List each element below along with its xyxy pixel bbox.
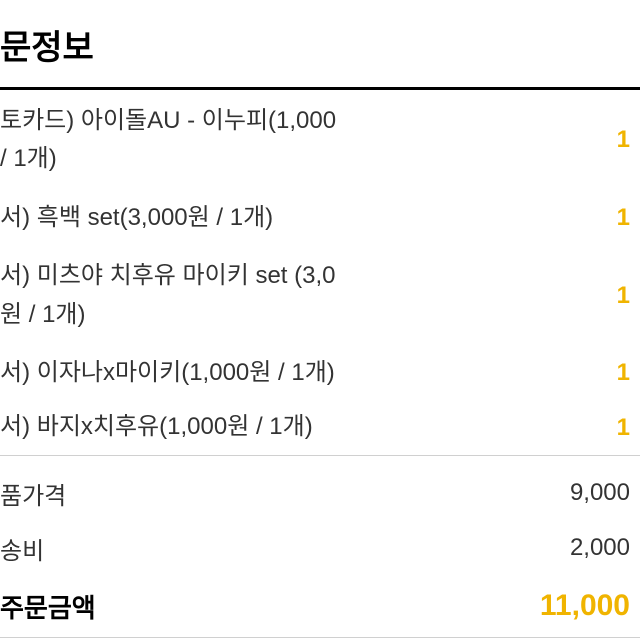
item-price: 1 (617, 126, 630, 154)
item-text: 서) 흑백 set(3,000원 / 1개) (0, 199, 597, 237)
item-price: 1 (617, 414, 630, 442)
summary-row: 품가격 9,000 (0, 466, 640, 521)
order-item-row: 서) 이자나x마이키(1,000원 / 1개) 1 (0, 346, 640, 400)
summary-section: 품가격 9,000 송비 2,000 주문금액 11,000 (0, 456, 640, 637)
summary-value: 2,000 (570, 534, 630, 562)
summary-row: 송비 2,000 (0, 521, 640, 576)
order-item-row: 서) 흑백 set(3,000원 / 1개) 1 (0, 191, 640, 245)
item-text: 토카드) 아이돌AU - 이누피(1,000 / 1개) (0, 102, 597, 179)
item-text: 서) 이자나x마이키(1,000원 / 1개) (0, 354, 597, 392)
summary-value: 9,000 (570, 479, 630, 507)
order-item-row: 서) 바지x치후유(1,000원 / 1개) 1 (0, 400, 640, 454)
section-title: 문정보 (0, 20, 640, 87)
order-item-row: 토카드) 아이돌AU - 이누피(1,000 / 1개) 1 (0, 90, 640, 191)
item-price: 1 (617, 282, 630, 310)
item-text: 서) 바지x치후유(1,000원 / 1개) (0, 408, 597, 446)
item-price: 1 (617, 204, 630, 232)
order-info-container: 문정보 토카드) 아이돌AU - 이누피(1,000 / 1개) 1 서) 흑백… (0, 0, 640, 638)
total-label: 주문금액 (0, 588, 96, 625)
divider-bottom (0, 637, 640, 638)
item-price: 1 (617, 359, 630, 387)
order-item-row: 서) 미츠야 치후유 마이키 set (3,0 원 / 1개) 1 (0, 245, 640, 346)
summary-label: 송비 (0, 531, 44, 566)
total-value: 11,000 (540, 589, 630, 623)
total-row: 주문금액 11,000 (0, 576, 640, 637)
summary-label: 품가격 (0, 476, 66, 511)
item-text: 서) 미츠야 치후유 마이키 set (3,0 원 / 1개) (0, 257, 597, 334)
